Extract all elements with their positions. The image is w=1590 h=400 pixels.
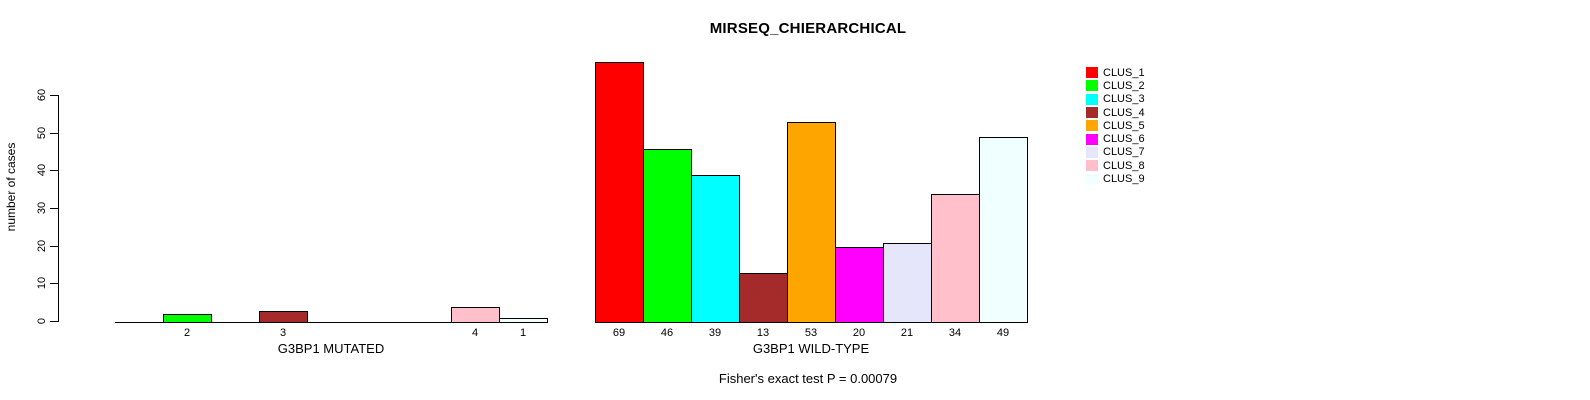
legend-swatch-clus_6 (1086, 133, 1098, 145)
bar-value-label: 53 (804, 327, 818, 339)
legend-item-clus_1: CLUS_1 (1086, 66, 1145, 79)
group-baseline-g3bp1-mutated (115, 322, 547, 323)
legend-swatch-clus_1 (1086, 67, 1098, 79)
legend-swatch-clus_9 (1086, 173, 1098, 185)
bar-value-label: 1 (519, 327, 527, 339)
bar-value-label: 34 (948, 327, 962, 339)
legend-swatch-clus_3 (1086, 93, 1098, 105)
bar-value-label: 20 (852, 327, 866, 339)
y-tick-mark (50, 170, 58, 172)
bar-clus_8-g3bp1-mutated (451, 307, 500, 323)
bar-clus_8-g3bp1-wild-type (931, 194, 980, 323)
bar-clus_6-g3bp1-wild-type (835, 247, 884, 323)
legend-label: CLUS_4 (1103, 106, 1145, 119)
group-label-g3bp1-mutated: G3BP1 MUTATED (277, 341, 385, 356)
legend-item-clus_2: CLUS_2 (1086, 79, 1145, 92)
bar-value-label: 3 (279, 327, 287, 339)
bar-value-label: 69 (612, 327, 626, 339)
bar-value-label: 13 (756, 327, 770, 339)
bar-clus_9-g3bp1-wild-type (979, 137, 1028, 323)
y-tick-mark (50, 245, 58, 247)
bar-value-label: 39 (708, 327, 722, 339)
bar-clus_9-g3bp1-mutated (499, 318, 548, 323)
y-tick-label: 10 (36, 277, 48, 290)
legend-item-clus_8: CLUS_8 (1086, 159, 1145, 172)
bar-clus_2-g3bp1-mutated (163, 314, 212, 323)
bar-clus_4-g3bp1-wild-type (739, 273, 788, 323)
legend-swatch-clus_2 (1086, 80, 1098, 92)
bar-value-label: 21 (900, 327, 914, 339)
legend-swatch-clus_4 (1086, 107, 1098, 119)
y-tick-mark (50, 207, 58, 209)
y-tick-label: 20 (36, 239, 48, 252)
legend-item-clus_9: CLUS_9 (1086, 172, 1145, 185)
bar-clus_2-g3bp1-wild-type (643, 149, 692, 323)
y-tick-mark (50, 132, 58, 134)
legend-item-clus_5: CLUS_5 (1086, 119, 1145, 132)
legend-swatch-clus_7 (1086, 146, 1098, 158)
y-tick-label: 0 (36, 317, 48, 325)
y-tick-label: 50 (36, 126, 48, 139)
legend-label: CLUS_9 (1103, 173, 1145, 186)
bar-value-label: 49 (996, 327, 1010, 339)
bar-clus_1-g3bp1-wild-type (595, 62, 644, 323)
y-tick-mark (50, 321, 58, 322)
bar-value-label: 46 (660, 327, 674, 339)
y-tick-label: 30 (36, 201, 48, 215)
legend-item-clus_4: CLUS_4 (1086, 106, 1145, 119)
bar-value-label: 2 (183, 327, 191, 339)
legend-item-clus_7: CLUS_7 (1086, 146, 1145, 159)
legend-swatch-clus_8 (1086, 160, 1098, 172)
legend-item-clus_6: CLUS_6 (1086, 132, 1145, 145)
chart-title: MIRSEQ_CHIERARCHICAL (709, 20, 907, 37)
fisher-test-annotation: Fisher's exact test P = 0.00079 (718, 371, 898, 386)
chart-legend: CLUS_1 CLUS_2 CLUS_3 CLUS_4 CLUS_5 CLUS_6 CLUS… (1086, 66, 1145, 186)
legend-label: CLUS_3 (1103, 93, 1145, 106)
bar-clus_4-g3bp1-mutated (259, 311, 308, 323)
legend-label: CLUS_6 (1103, 133, 1145, 146)
y-axis-label: number of cases (4, 142, 18, 232)
bar-clus_7-g3bp1-wild-type (883, 243, 932, 323)
y-tick-mark (50, 283, 58, 285)
legend-swatch-clus_5 (1086, 120, 1098, 132)
bar-clus_5-g3bp1-wild-type (787, 122, 836, 323)
group-label-g3bp1-wild-type: G3BP1 WILD-TYPE (752, 341, 870, 356)
y-axis-line (58, 95, 59, 322)
bar-clus_3-g3bp1-wild-type (691, 175, 740, 323)
y-tick-label: 60 (36, 88, 48, 101)
legend-label: CLUS_2 (1103, 79, 1145, 92)
legend-label: CLUS_8 (1103, 159, 1145, 172)
legend-label: CLUS_5 (1103, 119, 1145, 132)
y-tick-mark (50, 94, 58, 96)
legend-item-clus_3: CLUS_3 (1086, 93, 1145, 106)
legend-label: CLUS_1 (1103, 66, 1145, 79)
legend-label: CLUS_7 (1103, 146, 1145, 159)
bar-value-label: 4 (471, 327, 479, 339)
y-tick-label: 40 (36, 164, 48, 177)
